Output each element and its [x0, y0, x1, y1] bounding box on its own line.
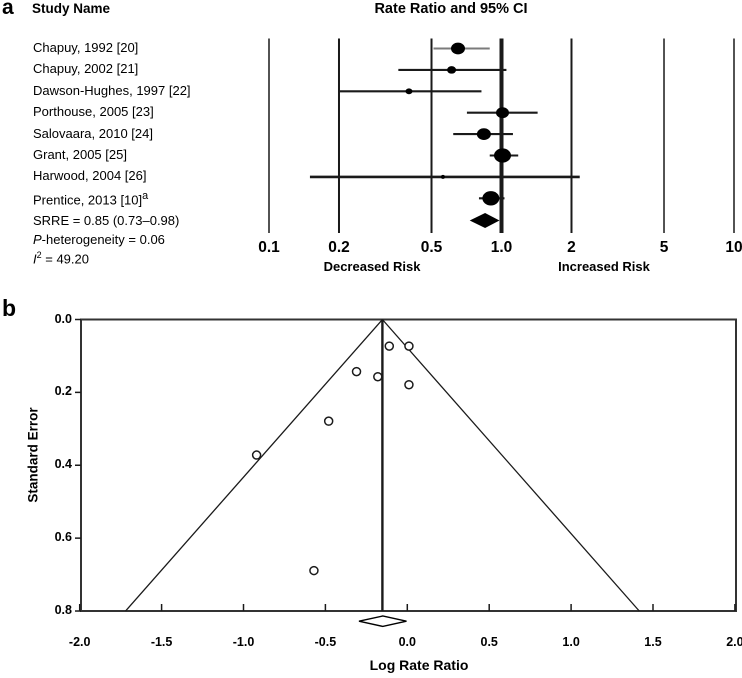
funnel-study-point: [323, 416, 334, 426]
funnel-y-tick-label: 0.4: [54, 457, 72, 472]
funnel-study-point: [404, 379, 414, 390]
funnel-study-point: [373, 371, 383, 382]
decreased-risk-annotation: Decreased Risk: [323, 259, 421, 274]
forest-point-marker: [451, 42, 466, 55]
forest-point-marker: [496, 107, 510, 119]
srre-stat-line: SRRE = 0.85 (0.73–0.98): [33, 213, 180, 228]
funnel-study-point: [309, 565, 319, 576]
funnel-x-tick-label: 1.0: [562, 635, 580, 649]
funnel-x-tick-label: 2.0: [726, 635, 742, 649]
funnel-study-point: [404, 341, 414, 351]
funnel-y-tick-label: 0.0: [54, 311, 72, 326]
p-heterogeneity-stat-line: P-heterogeneity = 0.06: [33, 231, 165, 247]
forest-point-marker: [447, 66, 457, 74]
forest-x-tick-label: 5: [659, 239, 669, 256]
study-name-label: Porthouse, 2005 [23]: [33, 104, 154, 120]
funnel-study-point: [351, 366, 362, 377]
funnel-x-tick-label: -2.0: [68, 635, 91, 649]
funnel-left-limit-line: [125, 319, 383, 612]
study-name-label: Grant, 2005 [25]: [33, 147, 127, 162]
funnel-right-limit-line: [381, 319, 640, 612]
funnel-x-tick-label: -1.5: [150, 635, 173, 649]
forest-plot-title: Rate Ratio and 95% CI: [374, 1, 528, 17]
forest-summary-diamond: [469, 213, 500, 228]
forest-point-marker: [494, 148, 512, 163]
i-squared-stat-line: I2 = 49.20: [33, 250, 89, 267]
funnel-x-tick-label: 1.5: [644, 635, 662, 649]
study-name-label: Harwood, 2004 [26]: [33, 168, 147, 184]
study-name-label: Dawson-Hughes, 1997 [22]: [33, 82, 191, 98]
funnel-y-tick-label: 0.2: [54, 384, 72, 399]
study-name-column-header: Study Name: [32, 1, 111, 16]
panel-b-label: b: [2, 295, 17, 321]
forest-point-marker: [476, 128, 491, 140]
funnel-y-tick-label: 0.6: [54, 530, 72, 545]
forest-x-tick-label: 10: [725, 239, 742, 256]
forest-x-tick-label: 0.2: [328, 239, 350, 256]
forest-point-marker: [482, 191, 500, 206]
funnel-x-axis-label: Log Rate Ratio: [369, 657, 469, 673]
forest-point-marker: [440, 174, 445, 179]
funnel-study-point: [384, 341, 395, 351]
funnel-y-axis-label: Standard Error: [25, 407, 41, 503]
funnel-study-point: [251, 450, 262, 460]
forest-x-tick-label: 1.0: [490, 239, 513, 256]
study-name-label: Chapuy, 1992 [20]: [33, 40, 139, 55]
funnel-x-tick-label: -0.5: [314, 635, 337, 649]
funnel-plot-border: [80, 318, 737, 612]
study-name-label: Salovaara, 2010 [24]: [33, 125, 153, 141]
funnel-x-tick-label: 0.5: [480, 635, 498, 649]
panel-a-label: a: [2, 0, 14, 19]
forest-x-tick-label: 0.5: [420, 239, 443, 256]
funnel-y-tick-label: 0.8: [54, 603, 72, 618]
study-name-label: Prentice, 2013 [10]a: [33, 189, 149, 208]
funnel-x-tick-label: 0.0: [398, 635, 416, 649]
forest-x-tick-label: 0.1: [258, 239, 280, 256]
funnel-x-tick-label: -1.0: [232, 635, 255, 649]
forest-x-tick-label: 2: [567, 239, 576, 256]
forest-point-marker: [405, 88, 413, 95]
study-name-label: Chapuy, 2002 [21]: [33, 61, 139, 77]
funnel-pooled-diamond: [358, 615, 407, 628]
increased-risk-annotation: Increased Risk: [558, 259, 650, 274]
